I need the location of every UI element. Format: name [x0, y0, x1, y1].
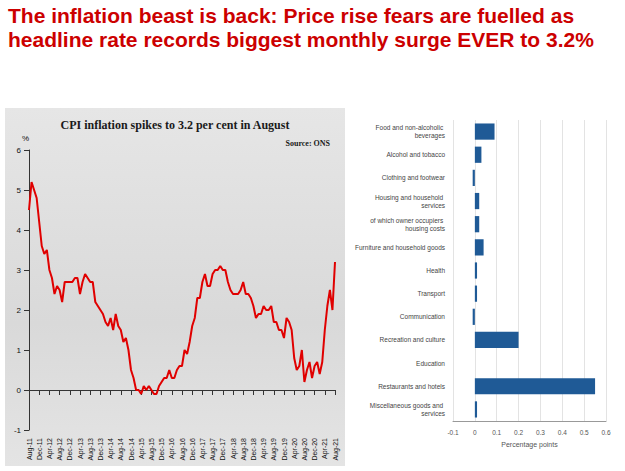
svg-text:Dec-20: Dec-20: [311, 438, 318, 461]
svg-text:Aug-20: Aug-20: [301, 438, 309, 461]
svg-text:Dec-13: Dec-13: [97, 438, 104, 461]
svg-text:5: 5: [17, 186, 22, 195]
svg-text:Aug-12: Aug-12: [56, 438, 64, 461]
svg-text:Dec-17: Dec-17: [219, 438, 226, 461]
svg-text:1: 1: [17, 346, 22, 355]
svg-text:Food and non-alcoholic: Food and non-alcoholic: [376, 124, 445, 131]
svg-text:Apr-15: Apr-15: [138, 438, 146, 459]
svg-text:Dec-16: Dec-16: [189, 438, 196, 461]
svg-text:Aug-14: Aug-14: [117, 438, 125, 461]
svg-text:Percentage points: Percentage points: [501, 441, 558, 449]
svg-text:3: 3: [17, 266, 22, 275]
svg-text:Dec-15: Dec-15: [158, 438, 165, 461]
svg-text:Transport: Transport: [417, 290, 445, 298]
svg-text:Alcohol and tobacco: Alcohol and tobacco: [386, 151, 445, 158]
svg-text:Apr-19: Apr-19: [260, 438, 268, 459]
svg-text:Aug-21: Aug-21: [332, 438, 340, 461]
svg-text:housing costs: housing costs: [405, 225, 445, 233]
svg-text:Apr-20: Apr-20: [291, 438, 299, 459]
svg-text:CPI inflation spikes to 3.2 pe: CPI inflation spikes to 3.2 per cent in …: [61, 118, 290, 132]
svg-text:6: 6: [17, 146, 22, 155]
svg-text:-0.1: -0.1: [447, 429, 459, 436]
svg-text:beverages: beverages: [415, 132, 446, 140]
svg-text:Aug-19: Aug-19: [270, 438, 278, 461]
svg-text:Miscellaneous goods and: Miscellaneous goods and: [370, 402, 445, 410]
svg-text:0.4: 0.4: [558, 429, 567, 436]
svg-text:Dec-18: Dec-18: [250, 438, 257, 461]
svg-text:Dec-11: Dec-11: [36, 438, 43, 460]
svg-text:Apr-12: Apr-12: [46, 438, 54, 459]
svg-text:Aug-15: Aug-15: [148, 438, 156, 461]
svg-text:%: %: [22, 134, 29, 143]
svg-text:Source: ONS: Source: ONS: [285, 139, 330, 148]
svg-text:Apr-13: Apr-13: [77, 438, 85, 459]
svg-text:Communication: Communication: [400, 313, 446, 320]
svg-text:0: 0: [473, 429, 477, 436]
svg-text:Clothing and footwear: Clothing and footwear: [382, 174, 446, 182]
html-text:The inflation beast is back: P: The inflation beast is back: Price rise …: [8, 4, 594, 51]
svg-text:Dec-14: Dec-14: [128, 438, 135, 461]
svg-text:0.1: 0.1: [492, 429, 501, 436]
svg-text:0.6: 0.6: [601, 429, 610, 436]
svg-text:Restaurants and hotels: Restaurants and hotels: [378, 383, 446, 390]
svg-text:-1: -1: [14, 426, 22, 435]
svg-text:0.2: 0.2: [514, 429, 523, 436]
svg-text:2: 2: [17, 306, 22, 315]
svg-text:0.5: 0.5: [580, 429, 589, 436]
svg-text:of which owner occupiers: of which owner occupiers: [370, 217, 445, 225]
svg-text:4: 4: [17, 226, 22, 235]
svg-text:Education: Education: [416, 360, 445, 367]
svg-text:Aug-11: Aug-11: [26, 438, 34, 460]
svg-text:Housing and household: Housing and household: [375, 194, 445, 202]
svg-text:Aug-18: Aug-18: [240, 438, 248, 461]
svg-text:Apr-18: Apr-18: [230, 438, 238, 459]
svg-text:Apr-16: Apr-16: [168, 438, 176, 459]
svg-text:Dec-12: Dec-12: [66, 438, 73, 461]
svg-text:Aug-17: Aug-17: [209, 438, 217, 461]
svg-text:Aug-16: Aug-16: [179, 438, 187, 461]
svg-text:0.3: 0.3: [536, 429, 545, 436]
svg-text:Health: Health: [426, 267, 445, 274]
svg-text:Aug-13: Aug-13: [87, 438, 95, 461]
svg-text:Apr-21: Apr-21: [321, 438, 329, 459]
svg-text:Apr-17: Apr-17: [199, 438, 207, 459]
svg-text:Dec-19: Dec-19: [281, 438, 288, 461]
svg-text:Apr-14: Apr-14: [107, 438, 115, 459]
svg-text:0: 0: [17, 386, 22, 395]
svg-text:Recreation and culture: Recreation and culture: [380, 336, 446, 343]
svg-text:Furniture and household goods: Furniture and household goods: [355, 244, 446, 252]
svg-text:services: services: [421, 410, 446, 417]
svg-text:services: services: [421, 202, 446, 209]
